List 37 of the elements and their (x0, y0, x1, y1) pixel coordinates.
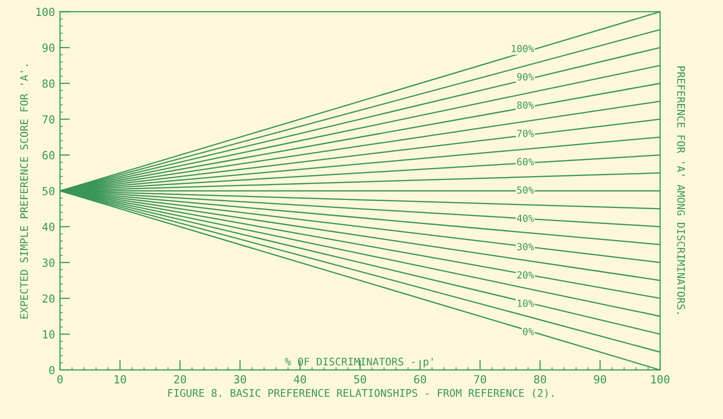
x-tick-label: 90 (594, 375, 606, 384)
y-tick-label: 10 (43, 330, 54, 339)
y-tick-label: 90 (42, 44, 54, 52)
y-tick-label: 0 (49, 366, 54, 374)
y-tick-label: 60 (42, 151, 54, 160)
y-tick-label: 80 (42, 79, 54, 88)
caption: FIGURE 8. BASIC PREFERENCE RELATIONSHIPS - FROM REFERENCE (2). (168, 388, 554, 398)
x-tick-label: 100 (651, 375, 670, 384)
series-label: 50% (517, 186, 534, 194)
series-label: 90% (517, 73, 534, 80)
series-label: 40% (517, 214, 534, 222)
series-label: 30% (517, 242, 534, 250)
y-tick-label: 50 (42, 186, 54, 196)
x-axis-title: % OF DISCRIMINATORS - p' (284, 358, 433, 368)
x-tick-label: 0 (57, 375, 63, 384)
x-tick-label: 60 (414, 375, 426, 384)
series-label: 10% (518, 300, 534, 307)
series-label: 70% (517, 130, 534, 138)
y2-axis-title: PREFERENCE FOR 'A' AMONG DISCRIMINATORS. (677, 66, 685, 314)
x-tick-label: 50 (354, 375, 366, 384)
series-label: 60% (517, 158, 534, 166)
x-tick-label: 70 (474, 375, 486, 384)
y-tick-label: 20 (42, 294, 54, 303)
x-tick-label: 20 (174, 375, 186, 384)
series-label: 20% (517, 271, 534, 279)
x-tick-label: 10 (114, 375, 126, 384)
y-tick-label: 30 (42, 258, 54, 267)
x-tick-label: 80 (534, 375, 546, 384)
x-tick-label: 30 (234, 375, 246, 384)
series-label: 0% (523, 328, 534, 336)
x-tick-label: 40 (294, 375, 306, 384)
series-label: 100% (512, 44, 534, 52)
y-tick-label: 100 (36, 8, 54, 16)
y-tick-label: 70 (42, 115, 54, 124)
series-label: 80% (517, 101, 534, 109)
y-tick-label: 40 (42, 222, 54, 232)
y-axis-title: EXPECTED SIMPLE PREFERENCE SCORE FOR 'A'. (20, 64, 28, 318)
